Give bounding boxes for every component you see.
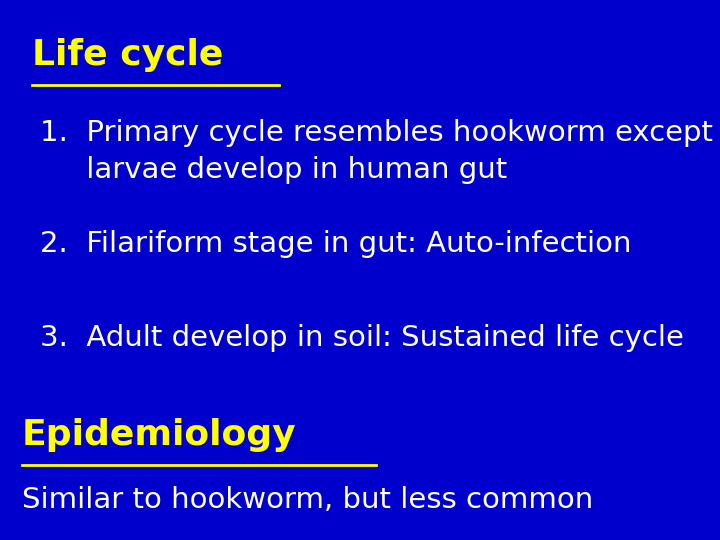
Text: 3.  Adult develop in soil: Sustained life cycle: 3. Adult develop in soil: Sustained life… bbox=[40, 324, 683, 352]
Text: Life cycle: Life cycle bbox=[32, 38, 224, 72]
Text: Epidemiology: Epidemiology bbox=[22, 418, 296, 453]
Text: 1.  Primary cycle resembles hookworm except
     larvae develop in human gut: 1. Primary cycle resembles hookworm exce… bbox=[40, 119, 713, 184]
Text: 2.  Filariform stage in gut: Auto-infection: 2. Filariform stage in gut: Auto-infecti… bbox=[40, 230, 631, 258]
Text: Similar to hookworm, but less common: Similar to hookworm, but less common bbox=[22, 486, 593, 514]
